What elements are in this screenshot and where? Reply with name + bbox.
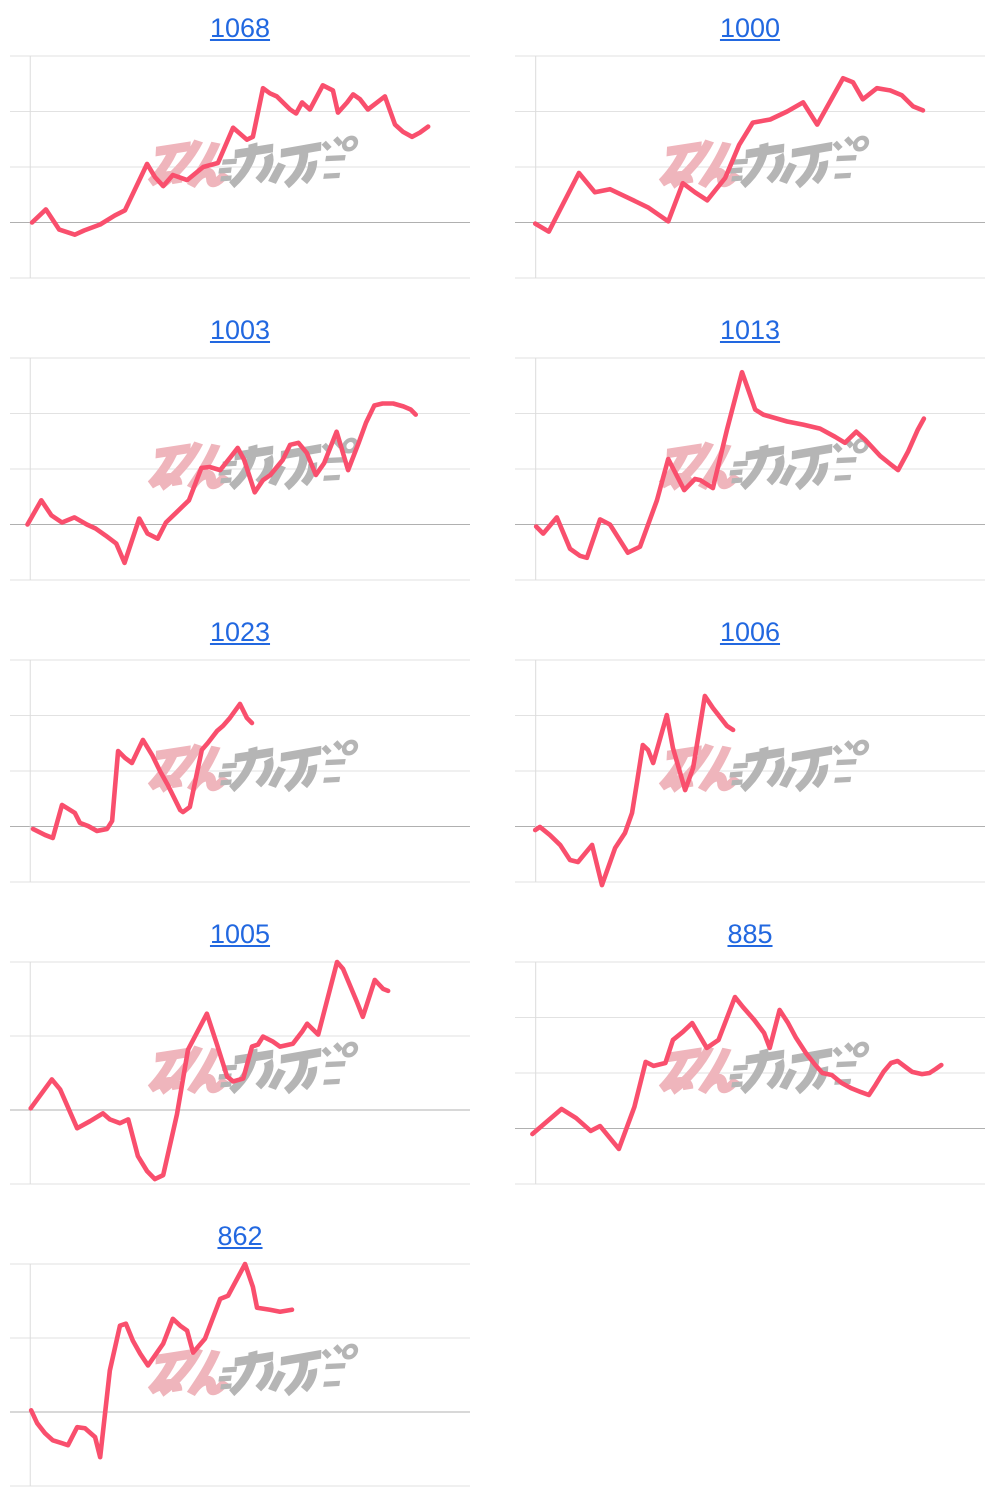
gridlines bbox=[515, 56, 985, 278]
chart-title-row: 1023 bbox=[10, 616, 470, 649]
chart-title-row: 862 bbox=[10, 1220, 470, 1253]
chart-cell: 1005 bbox=[0, 906, 500, 1208]
price-sparkline bbox=[10, 56, 470, 278]
price-sparkline bbox=[10, 660, 470, 882]
chart-title-link[interactable]: 885 bbox=[727, 919, 773, 949]
chart-title-link[interactable]: 1005 bbox=[209, 919, 271, 949]
price-line bbox=[532, 997, 941, 1149]
chart-cell: 1000 bbox=[500, 0, 1000, 302]
chart-title-link[interactable]: 1023 bbox=[209, 617, 271, 647]
chart-title-row: 1013 bbox=[515, 314, 985, 347]
chart-title-link[interactable]: 1006 bbox=[719, 617, 781, 647]
chart-title-row: 1003 bbox=[10, 314, 470, 347]
chart-plot-area bbox=[515, 56, 985, 278]
chart-plot-area bbox=[10, 660, 470, 882]
price-sparkline bbox=[10, 1264, 470, 1486]
chart-title-link[interactable]: 1068 bbox=[209, 13, 271, 43]
chart-plot-area bbox=[10, 56, 470, 278]
chart-plot-area bbox=[10, 1264, 470, 1486]
price-sparkline bbox=[515, 358, 985, 580]
chart-cell: 1006 bbox=[500, 604, 1000, 906]
price-sparkline bbox=[515, 962, 985, 1184]
gridlines bbox=[10, 962, 470, 1184]
chart-cell: 1023 bbox=[0, 604, 500, 906]
chart-cell: 885 bbox=[500, 906, 1000, 1208]
chart-cell: 862 bbox=[0, 1208, 500, 1510]
chart-title-row: 1005 bbox=[10, 918, 470, 951]
chart-title-link[interactable]: 862 bbox=[217, 1221, 263, 1251]
price-sparkline bbox=[10, 962, 470, 1184]
chart-title-link[interactable]: 1000 bbox=[719, 13, 781, 43]
price-line bbox=[27, 404, 415, 563]
chart-cell: 1003 bbox=[0, 302, 500, 604]
price-line bbox=[535, 78, 923, 231]
chart-title-link[interactable]: 1003 bbox=[209, 315, 271, 345]
chart-plot-area bbox=[515, 660, 985, 882]
price-line bbox=[31, 962, 388, 1179]
chart-title-row: 1068 bbox=[10, 12, 470, 45]
price-line bbox=[33, 704, 252, 838]
price-sparkline bbox=[10, 358, 470, 580]
price-sparkline bbox=[515, 56, 985, 278]
price-line bbox=[535, 696, 733, 885]
gridlines bbox=[10, 1264, 470, 1486]
price-line bbox=[536, 372, 924, 558]
chart-title-row: 885 bbox=[515, 918, 985, 951]
chart-title-row: 1000 bbox=[515, 12, 985, 45]
chart-cell: 1068 bbox=[0, 0, 500, 302]
price-line bbox=[32, 85, 428, 234]
chart-cell: 1013 bbox=[500, 302, 1000, 604]
chart-plot-area bbox=[515, 358, 985, 580]
price-sparkline bbox=[515, 660, 985, 882]
chart-title-link[interactable]: 1013 bbox=[719, 315, 781, 345]
chart-title-row: 1006 bbox=[515, 616, 985, 649]
price-line bbox=[31, 1264, 292, 1457]
chart-plot-area bbox=[10, 962, 470, 1184]
chart-plot-area bbox=[10, 358, 470, 580]
chart-plot-area bbox=[515, 962, 985, 1184]
